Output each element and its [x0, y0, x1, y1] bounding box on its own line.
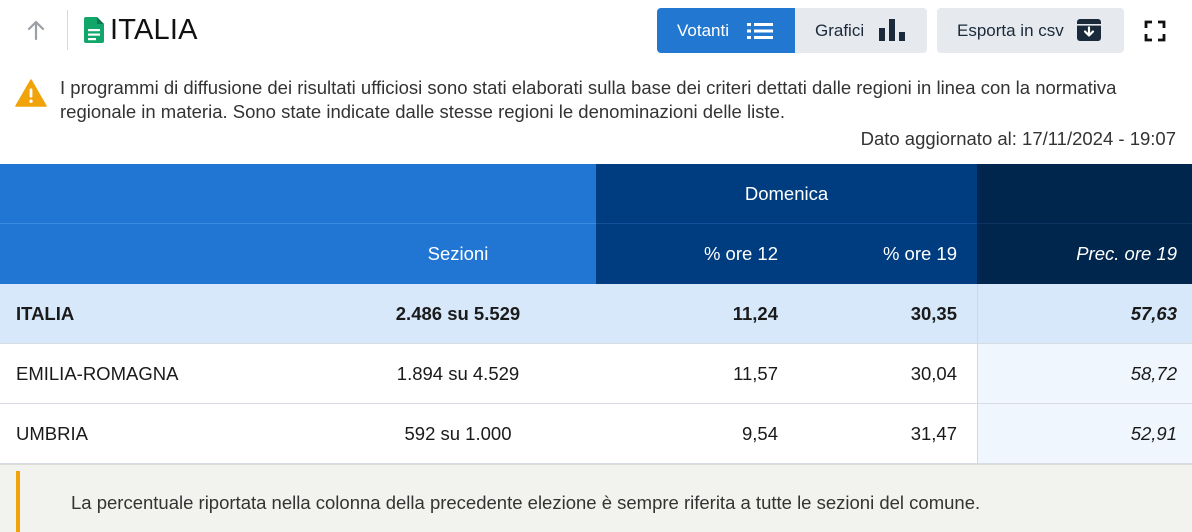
column-header-ore12[interactable]: % ore 12	[596, 224, 796, 284]
page-title-group: ITALIA	[84, 14, 198, 46]
table-row-emilia-romagna[interactable]: EMILIA-ROMAGNA 1.894 su 4.529 11,57 30,0…	[0, 344, 1192, 404]
export-csv-button[interactable]: Esporta in csv	[937, 8, 1124, 53]
row-name: EMILIA-ROMAGNA	[16, 362, 179, 384]
header-divider	[977, 223, 1192, 224]
arrow-up-icon	[27, 20, 45, 41]
row-ore19: 31,47	[910, 422, 957, 444]
column-header-sezioni[interactable]: Sezioni	[300, 224, 596, 284]
row-ore12: 11,24	[732, 302, 778, 324]
row-name: UMBRIA	[16, 422, 88, 444]
page-title: ITALIA	[110, 14, 198, 46]
last-updated: Dato aggiornato al: 17/11/2024 - 19:07	[860, 128, 1176, 149]
table-row-umbria[interactable]: UMBRIA 592 su 1.000 9,54 31,47 52,91	[0, 404, 1192, 464]
list-icon	[747, 23, 773, 39]
tab-votanti[interactable]: Votanti	[657, 8, 795, 53]
table-header-row: Sezioni % ore 12 % ore 19 Prec. ore 19	[0, 224, 1192, 284]
row-name: ITALIA	[16, 302, 75, 324]
notice-text: I programmi di diffusione dei risultati …	[60, 77, 1117, 122]
fullscreen-icon[interactable]	[1143, 19, 1167, 43]
archive-download-icon	[1077, 19, 1101, 41]
top-bar: ITALIA Votanti Grafici Esporta in csv	[0, 0, 1192, 62]
header-empty-cell	[0, 164, 596, 224]
row-sezioni: 2.486 su 5.529	[395, 302, 521, 324]
column-header-prec[interactable]: Prec. ore 19	[977, 224, 1192, 284]
row-ore12: 11,57	[733, 362, 778, 384]
warning-icon	[15, 79, 47, 107]
row-ore19: 30,35	[910, 302, 957, 324]
header-name-cell	[0, 224, 300, 284]
header-divider	[67, 10, 68, 50]
footnote-accent-bar	[16, 471, 20, 532]
footnote-text: La percentuale riportata nella colonna d…	[71, 492, 981, 513]
row-sezioni: 1.894 su 4.529	[396, 362, 520, 384]
header-divider	[596, 223, 977, 224]
row-prec: 52,91	[977, 404, 1192, 463]
column-header-ore19[interactable]: % ore 19	[796, 224, 977, 284]
row-ore19: 30,04	[910, 362, 957, 384]
bar-chart-icon	[879, 19, 905, 41]
header-divider	[0, 223, 596, 224]
footnote-callout: La percentuale riportata nella colonna d…	[0, 464, 1192, 532]
row-prec: 58,72	[977, 344, 1192, 403]
table-header-group-row: Domenica	[0, 164, 1192, 224]
document-icon	[84, 17, 104, 43]
table-row-italia[interactable]: ITALIA 2.486 su 5.529 11,24 30,35 57,63	[0, 284, 1192, 344]
row-sezioni: 592 su 1.000	[404, 422, 512, 444]
header-group-domenica: Domenica	[596, 164, 977, 224]
tab-votanti-label: Votanti	[677, 20, 729, 40]
row-prec: 57,63	[977, 284, 1192, 343]
back-button[interactable]	[20, 14, 52, 46]
export-csv-label: Esporta in csv	[957, 20, 1064, 40]
row-ore12: 9,54	[741, 422, 778, 444]
tab-grafici[interactable]: Grafici	[795, 8, 927, 53]
tab-grafici-label: Grafici	[815, 20, 865, 40]
header-empty-prec	[977, 164, 1192, 224]
